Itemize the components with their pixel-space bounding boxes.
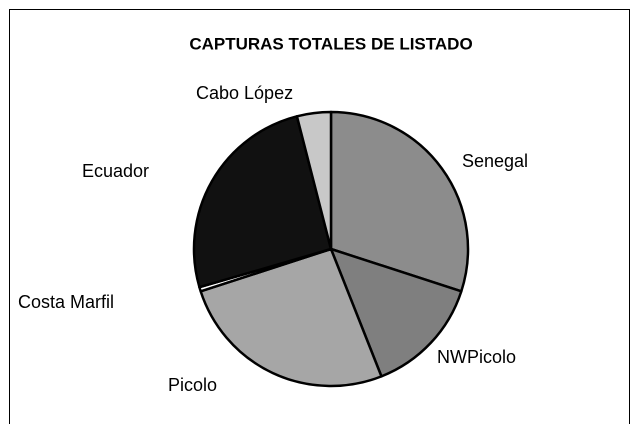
slice-label: Picolo	[168, 375, 217, 395]
slice-label: Cabo López	[196, 83, 293, 103]
pie-slice	[192, 115, 333, 289]
slice-label: Ecuador	[82, 161, 149, 181]
pie-slice	[329, 110, 470, 293]
pie-slice	[329, 247, 463, 378]
slice-label: Senegal	[462, 151, 528, 171]
pie-slice	[295, 110, 333, 251]
pie-slice	[199, 247, 383, 388]
chart-title: CAPTURAS TOTALES DE LISTADO	[189, 34, 472, 53]
slice-label: NWPicolo	[437, 347, 516, 367]
slice-label: Costa Marfil	[18, 292, 114, 312]
